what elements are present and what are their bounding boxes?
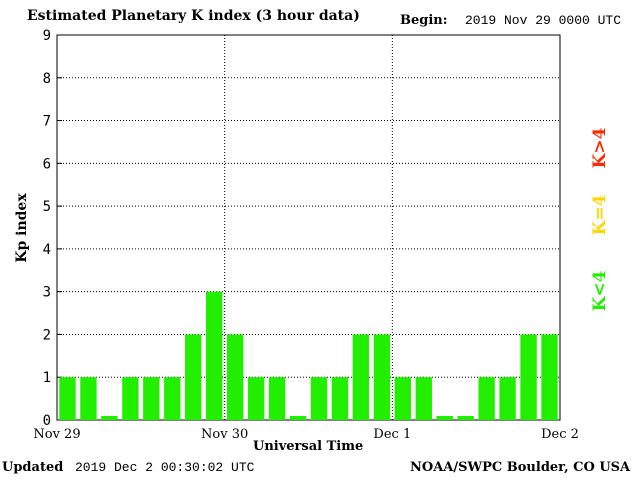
kp-bar [520, 334, 537, 420]
begin-value: 2019 Nov 29 0000 UTC [465, 13, 622, 28]
y-tick-label: 9 [43, 28, 51, 44]
chart-title: Estimated Planetary K index (3 hour data… [27, 8, 360, 24]
kp-bar [373, 334, 391, 420]
y-tick-label: 7 [43, 114, 51, 130]
kp-bar [310, 377, 328, 420]
kp-bar [415, 377, 432, 420]
updated-value: 2019 Dec 2 00:30:02 UTC [75, 460, 255, 475]
legend-k-equal-4: K=4 [590, 194, 610, 236]
kp-bar [59, 377, 76, 420]
y-tick-label: 0 [43, 413, 51, 429]
legend-k-less-4: K<4 [590, 270, 610, 312]
kp-bar [457, 416, 474, 420]
x-tick-label: Dec 1 [373, 427, 411, 442]
updated-label: Updated [2, 460, 64, 475]
kp-bar [268, 377, 286, 420]
begin-label: Begin: [400, 13, 448, 28]
kp-bar [206, 291, 223, 420]
x-tick-label: Nov 29 [33, 427, 80, 442]
kp-bar [436, 416, 453, 420]
plot-frame [56, 34, 561, 421]
x-tick-label: Dec 2 [541, 427, 579, 442]
kp-bar [164, 377, 181, 420]
y-tick-label: 1 [43, 370, 51, 386]
kp-bar [394, 377, 411, 420]
kp-bar [226, 334, 244, 420]
y-tick-label: 2 [43, 327, 51, 343]
y-tick-label: 3 [43, 285, 51, 301]
y-tick-label: 4 [43, 242, 51, 258]
kp-bar [185, 334, 202, 420]
x-axis-label: Universal Time [253, 439, 364, 454]
kp-bar [499, 377, 516, 420]
credit-text: NOAA/SWPC Boulder, CO USA [410, 460, 631, 475]
kp-bar [122, 377, 139, 420]
kp-bar [289, 416, 307, 420]
y-tick-label: 5 [43, 199, 51, 215]
x-tick-label: Nov 30 [201, 427, 248, 442]
kp-bar [352, 334, 370, 420]
kp-bar [541, 334, 558, 420]
kp-bar [143, 377, 160, 420]
kp-bar [247, 377, 265, 420]
kp-bar [478, 377, 495, 420]
legend-k-greater-4: K>4 [590, 127, 610, 169]
kp-bar [331, 377, 349, 420]
kp-bar [80, 377, 97, 420]
y-tick-label: 6 [43, 156, 51, 172]
kp-bar [101, 416, 118, 420]
y-tick-label: 8 [43, 71, 51, 87]
